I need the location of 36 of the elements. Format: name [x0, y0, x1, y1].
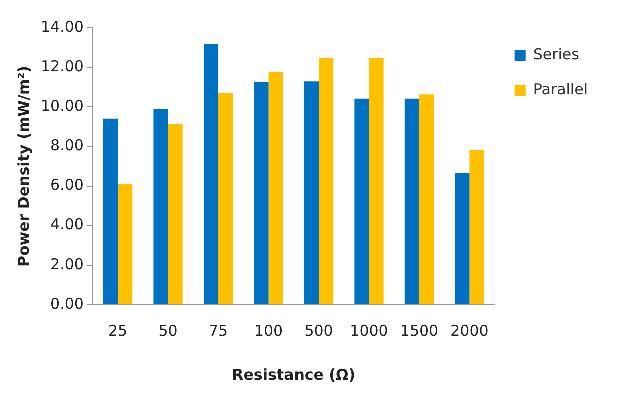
x-tick-label: 2000 [450, 322, 489, 340]
bar [404, 98, 420, 304]
x-tick-label: 25 [108, 322, 128, 340]
y-tick-label: 0.00 [50, 294, 84, 313]
bar [470, 150, 484, 304]
x-tick-label: 75 [208, 322, 228, 340]
bar [103, 118, 118, 304]
bar [168, 124, 183, 304]
bar [369, 58, 384, 304]
bar [268, 72, 284, 304]
bar [419, 94, 434, 304]
y-tick-label: 12.00 [40, 57, 84, 76]
y-tick-label: 6.00 [50, 176, 84, 194]
legend-label: Series [533, 45, 580, 64]
bar [254, 82, 269, 304]
y-tick-label: 4.00 [50, 216, 84, 234]
y-axis-title: Power Density (mW/m²) [14, 66, 33, 268]
x-tick-label: 100 [254, 322, 284, 340]
bar [354, 98, 370, 304]
x-tick-label: 50 [158, 322, 178, 340]
y-tick-label: 10.00 [40, 97, 84, 116]
x-axis-title: Resistance (Ω) [232, 366, 356, 384]
bar [204, 44, 219, 304]
y-tick-label: 2.00 [50, 255, 84, 274]
bar [218, 93, 234, 304]
bar [304, 82, 320, 304]
bar [319, 58, 334, 304]
bar [154, 109, 168, 304]
bar [455, 173, 470, 304]
x-tick-label: 500 [304, 322, 334, 340]
x-tick-label: 1000 [350, 322, 388, 340]
legend-label: Parallel [533, 80, 588, 98]
bar [118, 184, 133, 304]
y-tick-label: 8.00 [50, 136, 84, 155]
y-tick-label: 14.00 [40, 18, 84, 36]
x-tick-label: 1500 [400, 322, 439, 340]
